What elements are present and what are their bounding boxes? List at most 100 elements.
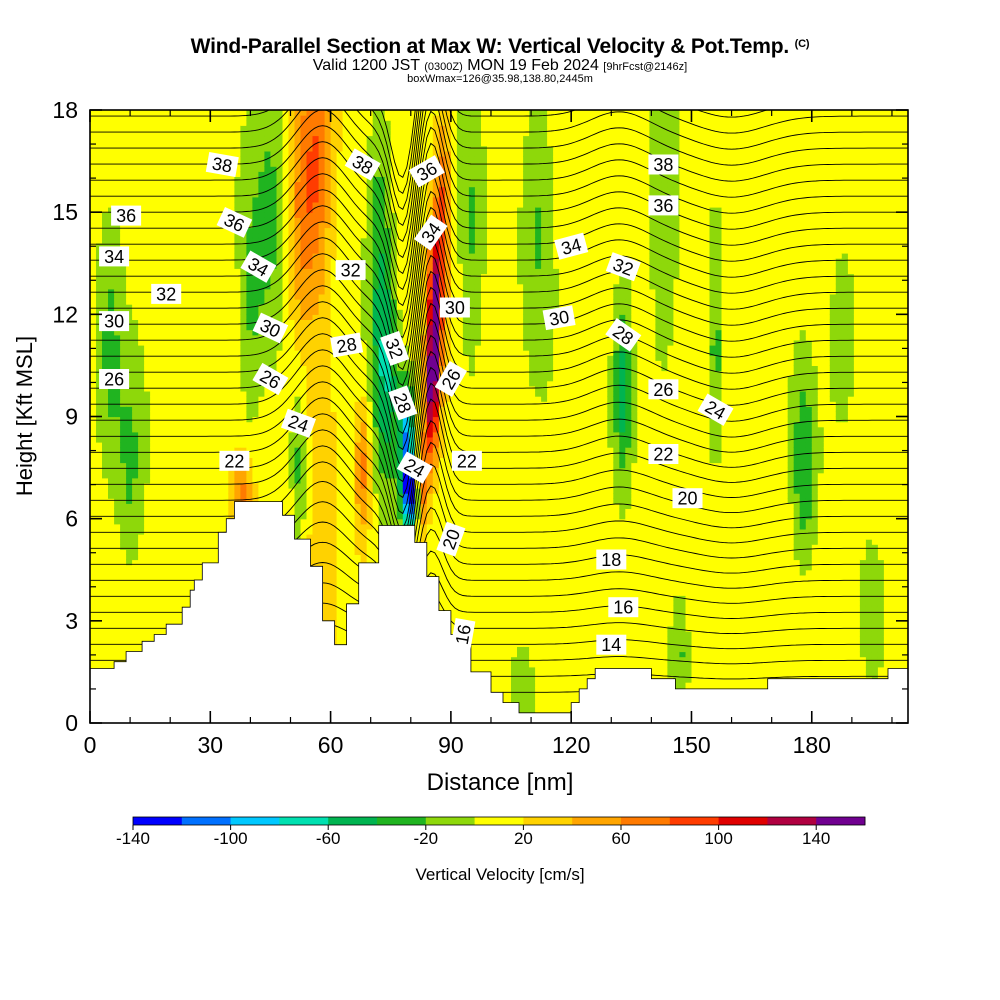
velocity-cell bbox=[336, 580, 344, 586]
velocity-cell bbox=[156, 237, 163, 244]
velocity-cell bbox=[276, 120, 284, 126]
velocity-cell bbox=[318, 120, 326, 126]
velocity-cell bbox=[240, 212, 247, 218]
velocity-cell bbox=[162, 319, 169, 326]
velocity-cell bbox=[102, 396, 109, 402]
velocity-cell bbox=[234, 493, 241, 499]
velocity-cell bbox=[240, 268, 247, 275]
velocity-cell bbox=[186, 222, 193, 229]
velocity-cell bbox=[228, 130, 235, 137]
velocity-cell bbox=[252, 493, 259, 499]
velocity-cell bbox=[246, 201, 253, 208]
velocity-cell bbox=[186, 380, 193, 387]
velocity-cell bbox=[252, 411, 259, 418]
velocity-cell bbox=[204, 253, 211, 259]
velocity-cell bbox=[90, 263, 97, 269]
velocity-cell bbox=[294, 156, 302, 162]
velocity-cell bbox=[138, 360, 145, 366]
velocity-cell bbox=[306, 207, 314, 213]
velocity-cell bbox=[324, 355, 332, 361]
velocity-cell bbox=[270, 457, 277, 464]
velocity-cell bbox=[324, 554, 332, 561]
velocity-cell bbox=[210, 176, 217, 183]
velocity-cell bbox=[126, 263, 133, 269]
velocity-cell bbox=[282, 207, 290, 213]
velocity-cell bbox=[180, 559, 187, 566]
velocity-cell bbox=[192, 278, 199, 285]
velocity-cell bbox=[156, 278, 163, 285]
velocity-cell bbox=[150, 396, 157, 402]
velocity-cell bbox=[138, 186, 145, 193]
velocity-cell bbox=[144, 585, 151, 591]
velocity-cell bbox=[96, 620, 103, 627]
velocity-cell bbox=[276, 498, 284, 504]
velocity-cell bbox=[108, 482, 115, 489]
velocity-cell bbox=[306, 391, 314, 397]
velocity-cell bbox=[300, 299, 308, 305]
velocity-cell bbox=[102, 431, 109, 438]
velocity-cell bbox=[162, 615, 169, 622]
velocity-cell bbox=[324, 431, 332, 438]
velocity-cell bbox=[168, 467, 175, 474]
velocity-cell bbox=[318, 140, 326, 147]
velocity-cell bbox=[228, 345, 235, 351]
velocity-cell bbox=[162, 314, 169, 320]
velocity-cell bbox=[210, 186, 217, 193]
velocity-cell bbox=[156, 120, 163, 126]
velocity-cell bbox=[222, 237, 229, 244]
velocity-cell bbox=[174, 431, 181, 438]
velocity-cell bbox=[324, 462, 332, 469]
velocity-cell bbox=[192, 339, 199, 346]
velocity-cell bbox=[90, 457, 97, 464]
velocity-cell bbox=[264, 130, 271, 137]
velocity-cell bbox=[144, 253, 151, 259]
velocity-cell bbox=[162, 539, 169, 545]
velocity-cell bbox=[108, 237, 115, 244]
velocity-cell bbox=[216, 207, 223, 213]
velocity-cell bbox=[312, 396, 320, 402]
velocity-cell bbox=[180, 416, 187, 423]
velocity-cell bbox=[336, 523, 344, 530]
velocity-cell bbox=[114, 115, 121, 121]
velocity-cell bbox=[228, 431, 235, 438]
velocity-cell bbox=[270, 110, 277, 116]
velocity-cell bbox=[312, 120, 320, 126]
velocity-cell bbox=[240, 166, 247, 172]
velocity-cell bbox=[138, 416, 145, 423]
velocity-cell bbox=[192, 436, 199, 443]
velocity-cell bbox=[126, 309, 133, 315]
velocity-cell bbox=[312, 186, 320, 193]
velocity-cell bbox=[114, 426, 121, 433]
velocity-cell bbox=[102, 503, 109, 509]
velocity-cell bbox=[192, 421, 199, 428]
velocity-cell bbox=[96, 339, 103, 346]
velocity-cell bbox=[216, 391, 223, 397]
velocity-cell bbox=[150, 232, 157, 239]
velocity-cell bbox=[198, 406, 205, 412]
velocity-cell bbox=[222, 278, 229, 285]
velocity-cell bbox=[252, 181, 259, 188]
velocity-cell bbox=[216, 503, 223, 509]
velocity-cell bbox=[276, 391, 284, 397]
velocity-cell bbox=[252, 488, 259, 494]
velocity-cell bbox=[138, 406, 145, 412]
velocity-cell bbox=[330, 488, 338, 494]
velocity-cell bbox=[264, 493, 271, 499]
velocity-cell bbox=[150, 580, 157, 586]
velocity-cell bbox=[108, 569, 115, 576]
velocity-cell bbox=[276, 161, 284, 167]
velocity-cell bbox=[270, 391, 277, 397]
velocity-cell bbox=[192, 258, 199, 264]
velocity-cell bbox=[144, 605, 151, 612]
velocity-cell bbox=[288, 508, 296, 515]
velocity-cell bbox=[222, 370, 229, 377]
velocity-cell bbox=[126, 472, 133, 479]
velocity-cell bbox=[192, 247, 199, 254]
velocity-cell bbox=[294, 278, 302, 285]
velocity-cell bbox=[174, 156, 181, 162]
velocity-cell bbox=[318, 360, 326, 366]
velocity-cell bbox=[204, 247, 211, 254]
velocity-cell bbox=[294, 314, 302, 320]
velocity-cell bbox=[330, 242, 338, 249]
velocity-cell bbox=[258, 431, 265, 438]
